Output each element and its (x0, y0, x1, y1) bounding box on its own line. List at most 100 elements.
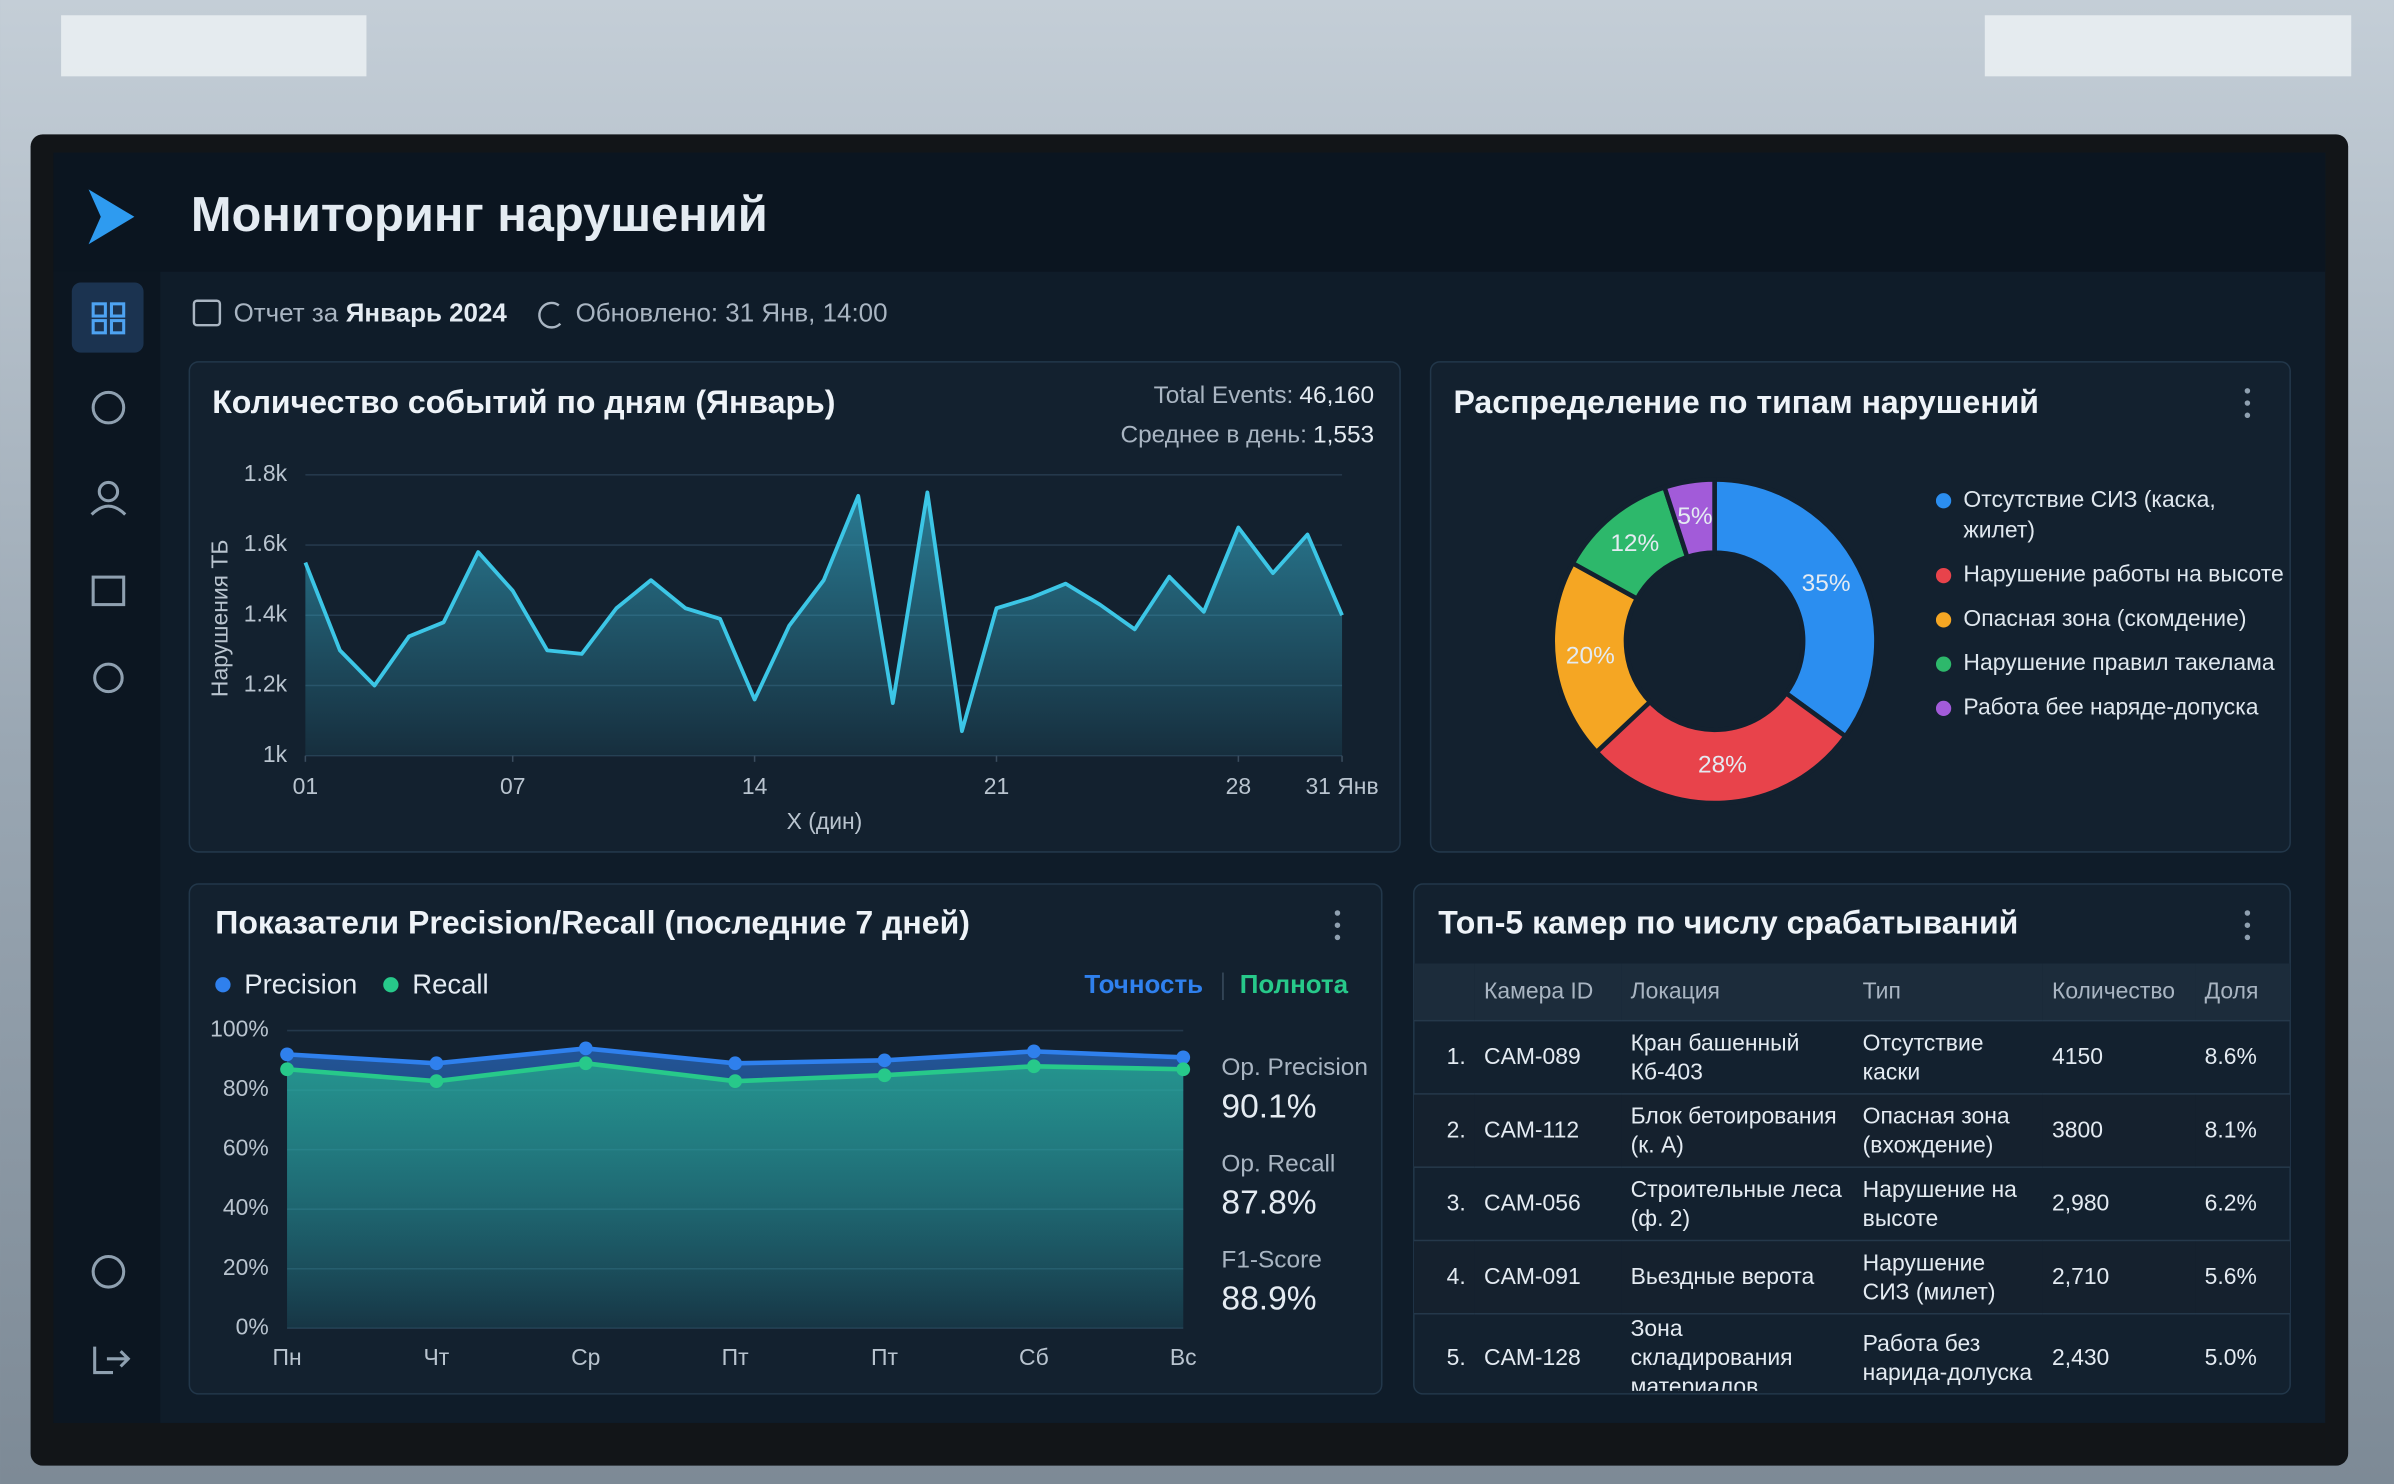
table-row[interactable]: 1. CAM-089 Кран башенный Кб-403 Отсутствие … (1413, 1019, 2291, 1094)
y-tick-label: 1.2k (244, 671, 288, 697)
table-cell: 5. (1413, 1313, 1475, 1391)
table-row[interactable]: 2. CAM-112 Блок бетоирования (к. А) Опасная… (1413, 1093, 2291, 1168)
header-bar (53, 152, 2326, 272)
table-cell: CAM-056 (1474, 1166, 1622, 1241)
stat-value: 88.9% (1221, 1281, 1316, 1318)
legend-label: Нарушение работы на высоте (1963, 561, 2284, 588)
data-table: Камера ID Локация Тип Количество Доля 1. CAM-0… (1413, 963, 2291, 1391)
y-tick-label: 0% (236, 1313, 269, 1339)
toggle-recall[interactable]: Полнота (1240, 971, 1349, 999)
nav-settings[interactable] (93, 662, 124, 694)
donut-segment (1593, 690, 1849, 806)
legend-label: Опасная зона (скомдение) (1963, 606, 2247, 633)
legend-label: Precision (244, 969, 357, 1000)
legend-dot (1935, 567, 1952, 584)
stat-value: 87.8% (1221, 1184, 1316, 1221)
summary: Total Events: 46,160 (1154, 382, 1374, 409)
nav-help[interactable] (91, 1254, 126, 1289)
header-cell: Камера ID (1474, 963, 1622, 1021)
table-row[interactable]: 4. CAM-091 Вьездные верота Нарушение СИЗ (м… (1413, 1239, 2291, 1314)
nav-logout[interactable] (93, 1346, 131, 1375)
table-cell: Блок бетоирования (к. А) (1621, 1093, 1854, 1168)
x-tick-label: 07 (500, 773, 525, 799)
table-cell: Строительные леса (ф. 2) (1621, 1166, 1854, 1241)
table-row[interactable]: 3. CAM-056 Строительные леса (ф. 2) Нарушен… (1413, 1166, 2291, 1241)
y-axis-label: Нарушения ТБ (206, 540, 232, 697)
table-cell: Нарушение на высоте (1853, 1166, 2043, 1241)
table-cell: CAM-089 (1474, 1019, 1622, 1094)
stat-label: Ор. Precision (1221, 1054, 1368, 1081)
data-point (280, 1047, 294, 1062)
header-cell: Тип (1853, 963, 2043, 1021)
header-cell (1413, 963, 1475, 1021)
table-cell: 4. (1413, 1239, 1475, 1314)
y-tick-label: 1.4k (244, 600, 288, 626)
legend-dot (383, 977, 399, 993)
x-axis-label: X (дин) (787, 808, 863, 834)
x-tick-label: Сб (1019, 1344, 1049, 1370)
donut-label: 20% (1566, 642, 1615, 669)
header-row: Камера ID Локация Тип Количество Доля (1413, 963, 2291, 1021)
x-tick-label: Пн (273, 1344, 302, 1370)
data-point (578, 1041, 593, 1056)
summary-label: Среднее в день: (1120, 422, 1306, 449)
y-tick-label: 80% (223, 1075, 269, 1101)
y-tick-label: 1.8k (244, 460, 288, 486)
refresh-icon[interactable] (538, 301, 562, 329)
data-point (1176, 1050, 1191, 1065)
legend-dot (1935, 656, 1952, 672)
table-cell: 6.2% (2195, 1166, 2291, 1241)
donut-segment (1550, 560, 1654, 756)
panel-title: Показатели Precision/Recall (последние 7… (215, 905, 970, 941)
ceiling-light (61, 15, 367, 77)
nav-reports[interactable] (91, 575, 126, 607)
table-cell: 3800 (2042, 1093, 2196, 1168)
table-cell: 1. (1413, 1019, 1475, 1094)
table-cell: 3. (1413, 1166, 1475, 1241)
table-cell: 2,430 (2042, 1313, 2196, 1391)
toggle-precision[interactable]: Точность (1084, 971, 1203, 999)
table-row[interactable]: 5. CAM-128 Зона складирования материалов Ра… (1413, 1313, 2291, 1391)
icon-grid (91, 302, 126, 335)
legend-label: Recall (412, 969, 488, 1000)
data-point (280, 1062, 294, 1077)
table-cell: Отсутствие каски (1853, 1019, 2043, 1094)
table-cell: 8.1% (2195, 1093, 2291, 1168)
panel-menu[interactable] (1334, 910, 1341, 941)
nav-user[interactable] (97, 480, 120, 503)
table-cell: Кран башенный Кб-403 (1621, 1019, 1854, 1094)
y-tick-label: 20% (223, 1254, 269, 1280)
x-tick-label: Ср (571, 1344, 600, 1370)
y-tick-label: 1k (263, 741, 288, 767)
nav-dashboard[interactable] (71, 282, 144, 353)
y-tick-label: 40% (223, 1194, 269, 1220)
legend-item: Нарушение работы на высоте (1935, 560, 2284, 591)
data-point (1027, 1059, 1041, 1074)
donut-label: 35% (1802, 570, 1851, 597)
legend-label: Отсутствие СИЗ (каска, жилет) (1963, 487, 2216, 544)
panel-menu[interactable] (2244, 388, 2251, 419)
summary-label: Total Events: (1154, 382, 1294, 409)
nav-gauge[interactable] (91, 390, 126, 425)
donut-label: 5% (1677, 503, 1712, 530)
panel-menu[interactable] (2244, 910, 2251, 941)
data-point (728, 1056, 743, 1071)
legend-dot (215, 977, 231, 993)
data-point (429, 1056, 444, 1071)
data-point (429, 1074, 444, 1089)
x-tick-label: 14 (742, 773, 768, 799)
legend-dot (1935, 493, 1952, 509)
page-title: Мониторинг нарушений (191, 188, 768, 242)
table-cell: 2,710 (2042, 1239, 2196, 1314)
data-point (877, 1053, 892, 1068)
x-tick-label: 28 (1226, 773, 1251, 799)
donut-label: 28% (1698, 752, 1747, 779)
header-cell: Количество (2042, 963, 2196, 1021)
x-tick-label: Пт (871, 1344, 898, 1370)
area-fill (305, 492, 1343, 756)
stat-label: F1-Score (1221, 1247, 1321, 1274)
summary: Среднее в день: 1,553 (1120, 422, 1374, 449)
legend-dot (1935, 700, 1952, 717)
